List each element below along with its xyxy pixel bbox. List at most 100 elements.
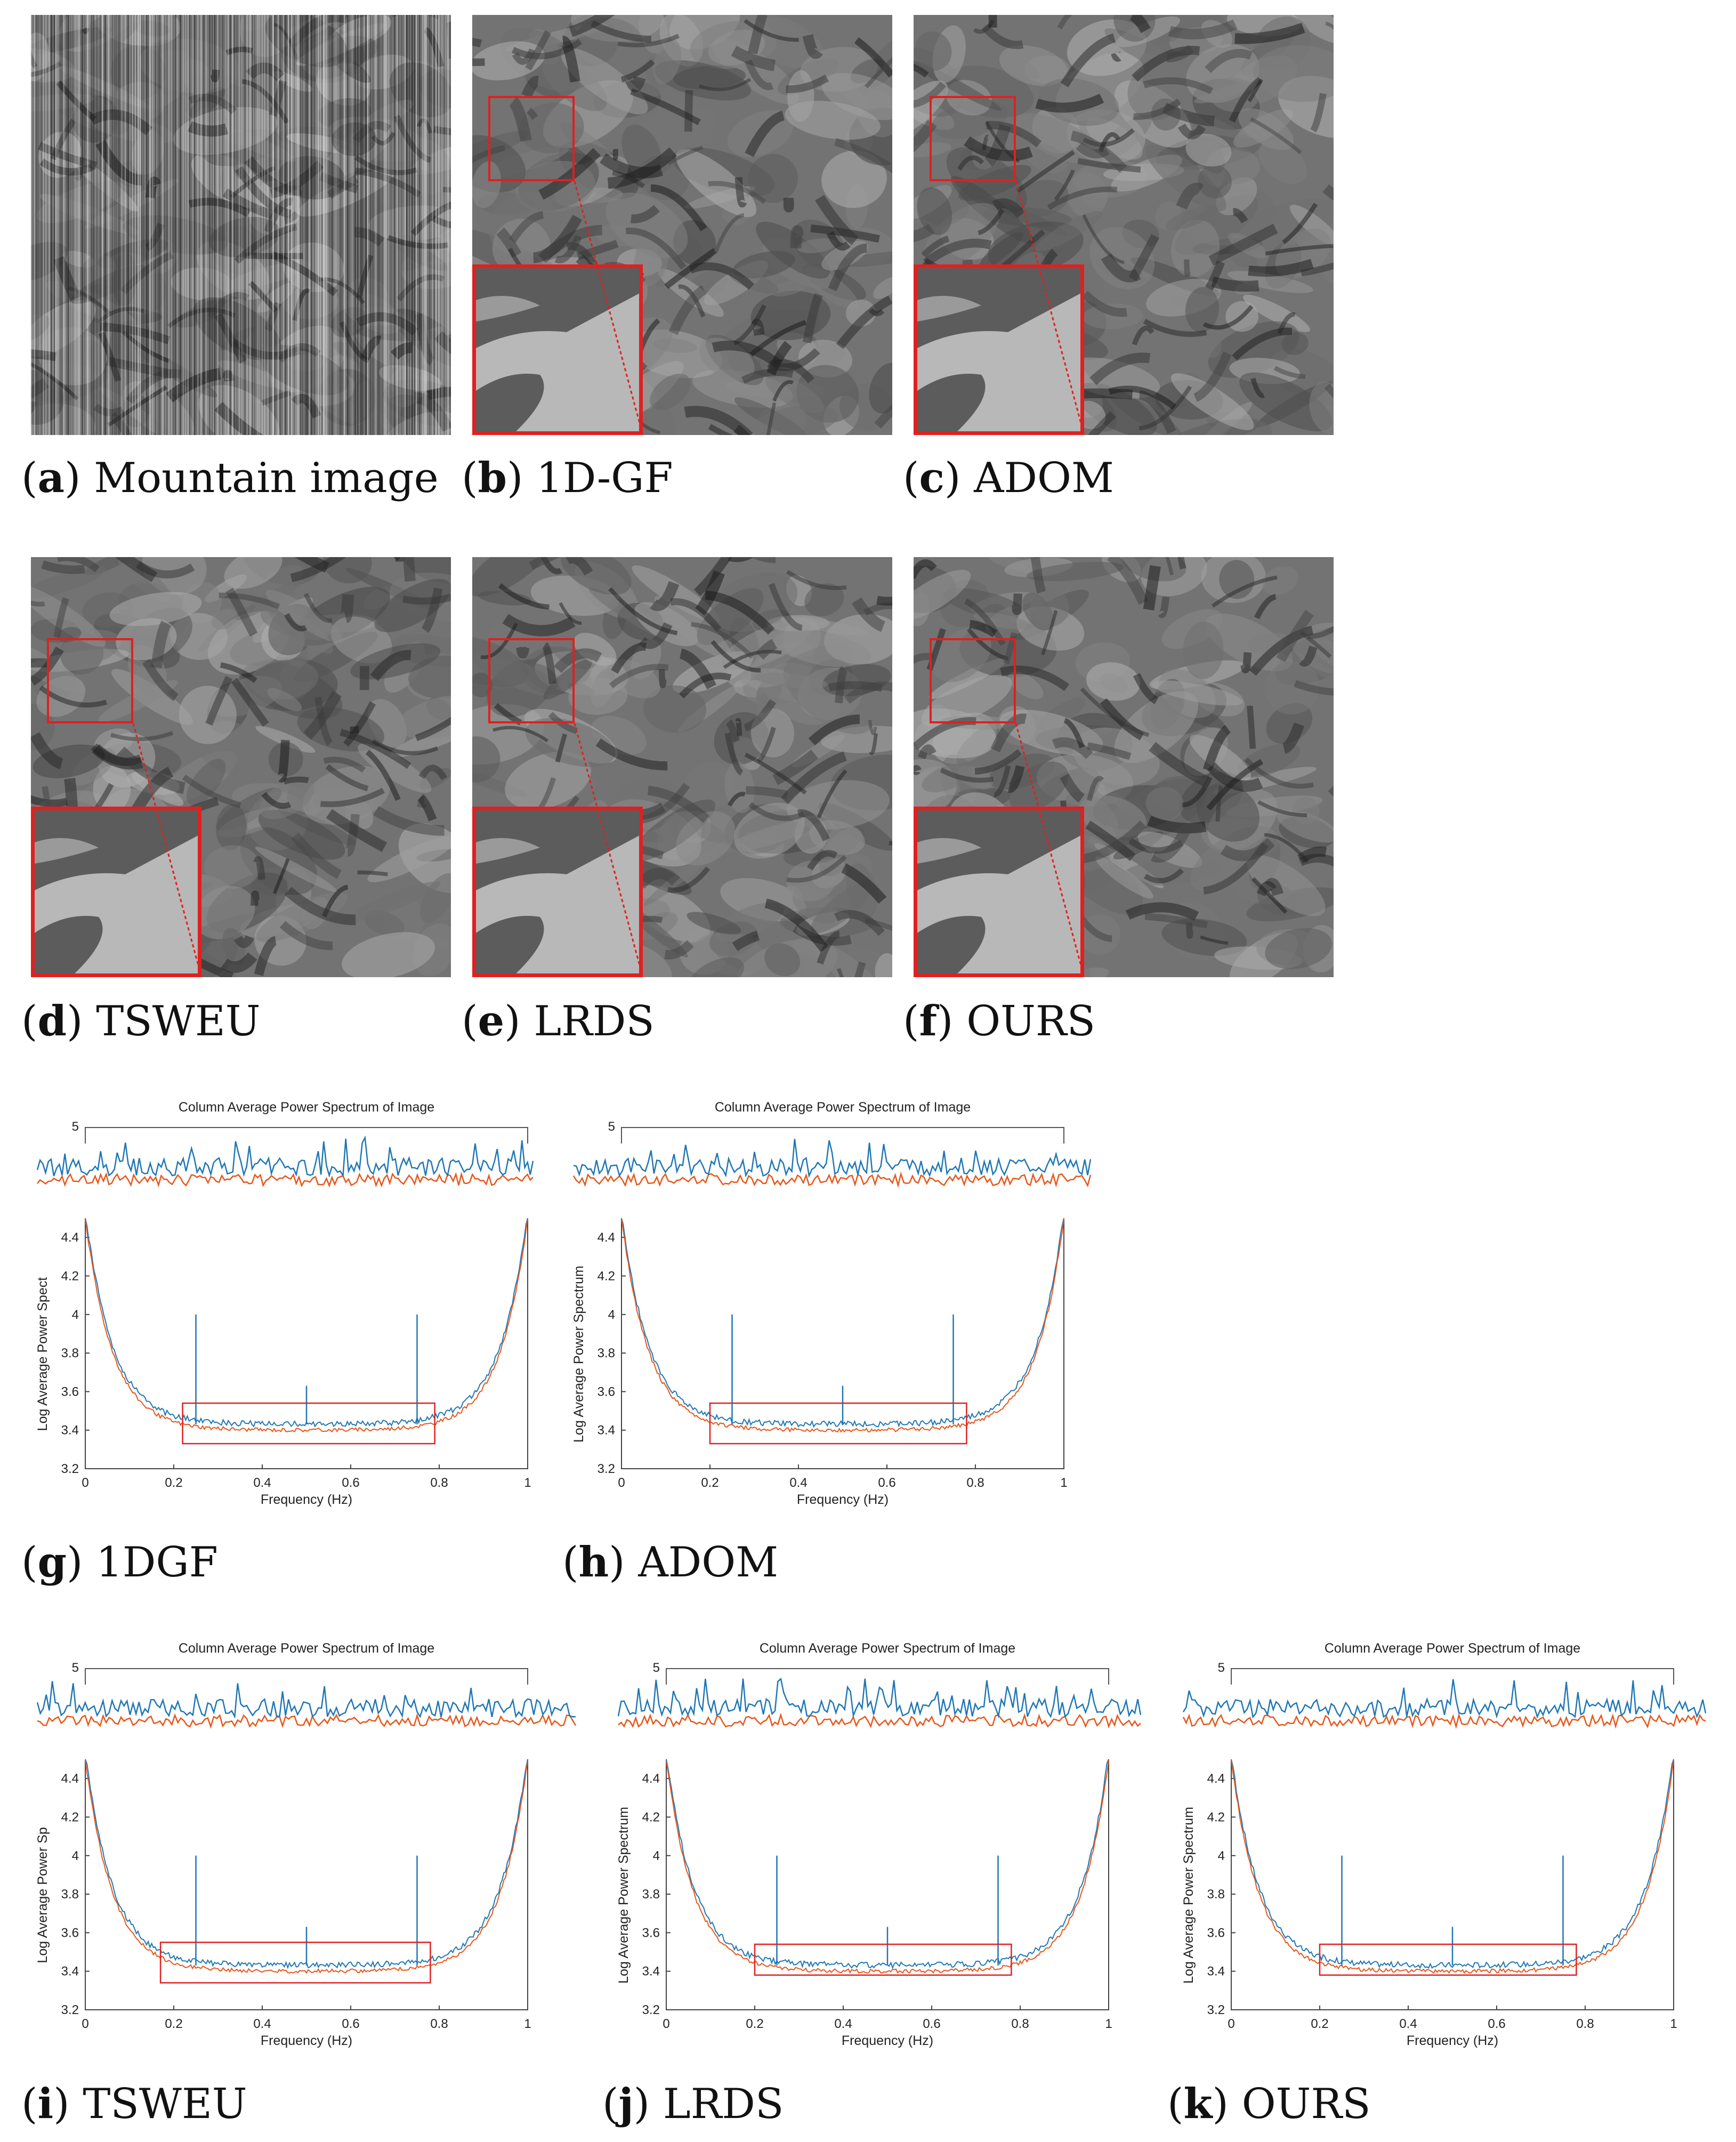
zoom-inset <box>472 807 643 977</box>
zoom-inset <box>914 807 1084 977</box>
y-axis-label: Log Average Power Spectrum <box>616 1807 631 1984</box>
y-tick-label: 3.4 <box>642 1964 660 1979</box>
inset-frame <box>621 1127 1064 1144</box>
x-tick-label: 0.8 <box>966 1476 984 1490</box>
highlight-box <box>182 1402 435 1445</box>
x-tick-label: 0.4 <box>253 2017 271 2031</box>
chart-k: Column Average Power Spectrum of Image 5 3… <box>1178 1637 1727 2063</box>
y-axis-label: Log Average Power Sp <box>35 1827 50 1963</box>
series-orange-line <box>1231 1759 1674 1974</box>
y-tick-label: 3.6 <box>61 1926 79 1940</box>
inset-frame <box>666 1668 1109 1685</box>
chart-i: Column Average Power Spectrum of Image 5 3… <box>32 1637 597 2063</box>
y-tick-label: 3.8 <box>61 1346 79 1360</box>
x-tick-label: 0.6 <box>1488 2017 1505 2031</box>
highlight-box <box>709 1402 967 1445</box>
x-tick-label: 0 <box>82 1476 88 1490</box>
x-tick-label: 0.8 <box>1576 2017 1594 2031</box>
inset-series-orange <box>1182 1712 1706 1729</box>
y-tick-label: 4 <box>608 1308 615 1322</box>
inset-frame <box>85 1127 528 1144</box>
series-orange-line <box>85 1759 528 1974</box>
y-tick-label: 3.8 <box>61 1887 79 1902</box>
highlight-box <box>1319 1943 1577 1976</box>
result-image-adom <box>914 15 1334 435</box>
zoom-inset <box>31 807 201 977</box>
inset-tick-label: 5 <box>72 1120 79 1134</box>
y-tick-label: 3.4 <box>597 1423 615 1438</box>
x-tick-label: 0 <box>82 2017 88 2031</box>
chart-title: Column Average Power Spectrum of Image <box>179 1100 434 1115</box>
inset-tick-label: 5 <box>608 1120 615 1134</box>
x-tick-label: 1 <box>1105 2017 1112 2031</box>
y-tick-label: 4.2 <box>1207 1810 1225 1824</box>
x-tick-label: 1 <box>524 2017 531 2031</box>
highlight-box <box>159 1942 431 1984</box>
y-tick-label: 4 <box>72 1308 79 1322</box>
y-tick-label: 4 <box>653 1849 660 1863</box>
inset-series-orange <box>37 1713 577 1729</box>
terrain-texture <box>31 15 451 435</box>
series-orange-line <box>85 1218 528 1433</box>
caption-a: (a) Mountain image <box>21 454 439 502</box>
caption-j: (j) LRDS <box>602 2080 784 2128</box>
x-tick-label: 0.2 <box>746 2017 763 2031</box>
y-tick-label: 3.6 <box>61 1384 79 1399</box>
caption-d: (d) TSWEU <box>21 997 261 1045</box>
inset-tick-label: 5 <box>1218 1661 1225 1675</box>
inset-series-blue <box>36 1681 576 1719</box>
inset-series-orange <box>572 1171 1092 1188</box>
x-tick-label: 0 <box>1228 2017 1234 2031</box>
y-tick-label: 4.4 <box>642 1771 660 1786</box>
x-tick-label: 0.6 <box>878 1476 895 1490</box>
x-tick-label: 0 <box>663 2017 669 2031</box>
y-tick-label: 3.2 <box>1207 2003 1225 2017</box>
y-tick-label: 4.4 <box>61 1230 79 1245</box>
y-tick-label: 3.2 <box>597 1462 615 1476</box>
inset-series-blue <box>573 1139 1092 1178</box>
series-blue-line <box>621 1218 1064 1428</box>
y-tick-label: 4 <box>1218 1849 1225 1863</box>
x-tick-label: 0.2 <box>701 1476 718 1490</box>
series-blue-line <box>1231 1759 1674 1969</box>
caption-f: (f) OURS <box>903 997 1096 1045</box>
caption-i: (i) TSWEU <box>21 2080 247 2128</box>
x-tick-label: 0.2 <box>1311 2017 1328 2031</box>
y-tick-label: 3.4 <box>61 1964 79 1979</box>
y-tick-label: 3.6 <box>642 1926 660 1940</box>
x-tick-label: 0.8 <box>430 2017 448 2031</box>
zoom-inset <box>914 264 1084 435</box>
y-tick-label: 4.2 <box>61 1269 79 1283</box>
x-tick-label: 0.4 <box>834 2017 852 2031</box>
chart-title: Column Average Power Spectrum of Image <box>760 1641 1015 1656</box>
chart-title: Column Average Power Spectrum of Image <box>1325 1641 1580 1656</box>
chart-j: Column Average Power Spectrum of Image 5 3… <box>613 1637 1162 2063</box>
y-tick-label: 3.8 <box>597 1346 615 1360</box>
y-tick-label: 4 <box>72 1849 79 1863</box>
y-tick-label: 3.2 <box>642 2003 660 2017</box>
y-tick-label: 3.4 <box>1207 1964 1225 1979</box>
result-image-lrds <box>472 557 892 977</box>
y-tick-label: 3.6 <box>597 1384 615 1399</box>
y-axis-label: Log Average Power Spect <box>35 1277 50 1431</box>
y-tick-label: 3.4 <box>61 1423 79 1438</box>
inset-series-orange <box>618 1712 1141 1729</box>
inset-series-orange <box>37 1172 534 1188</box>
x-axis-label: Frequency (Hz) <box>842 2033 933 2048</box>
chart-title: Column Average Power Spectrum of Image <box>715 1100 971 1115</box>
x-tick-label: 0.8 <box>430 1476 448 1490</box>
series-orange-line <box>621 1218 1064 1433</box>
y-axis-label: Log Average Power Spectrum <box>1181 1807 1196 1984</box>
x-axis-label: Frequency (Hz) <box>1407 2033 1498 2048</box>
y-tick-label: 3.8 <box>642 1887 660 1902</box>
y-tick-label: 3.8 <box>1207 1887 1225 1902</box>
y-tick-label: 4.2 <box>642 1810 660 1824</box>
main-axes <box>85 1759 528 2010</box>
zoom-region-box <box>930 638 1016 723</box>
caption-e: (e) LRDS <box>462 997 655 1045</box>
y-tick-label: 3.2 <box>61 2003 79 2017</box>
x-tick-label: 0.8 <box>1011 2017 1029 2031</box>
x-axis-label: Frequency (Hz) <box>261 1492 352 1507</box>
mountain-image-striped <box>31 15 451 435</box>
caption-b: (b) 1D-GF <box>462 454 673 502</box>
